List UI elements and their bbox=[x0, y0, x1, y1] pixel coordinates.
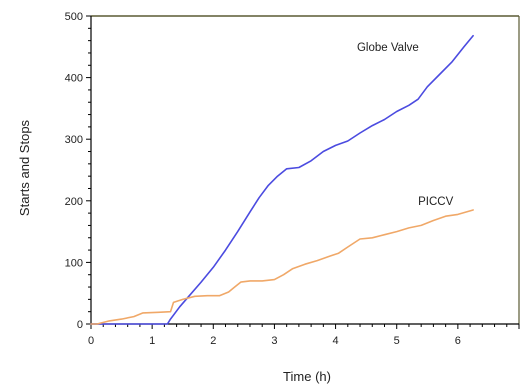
y-tick-label: 200 bbox=[65, 196, 83, 208]
y-tick-label: 100 bbox=[65, 257, 83, 269]
labels-layer: Globe Valve PICCV bbox=[357, 42, 454, 208]
x-tick-label: 5 bbox=[394, 335, 400, 347]
y-tick-label: 0 bbox=[77, 319, 83, 331]
y-tick-label: 300 bbox=[65, 134, 83, 146]
plot-area bbox=[91, 16, 519, 324]
series-label-globe-valve: Globe Valve bbox=[357, 42, 419, 54]
y-tick-label: 500 bbox=[65, 11, 83, 23]
y-tick-label: 400 bbox=[65, 73, 83, 85]
x-tick-label: 3 bbox=[271, 335, 277, 347]
series-line-piccv bbox=[90, 209, 474, 325]
series-label-piccv: PICCV bbox=[418, 196, 453, 208]
x-tick-label: 4 bbox=[333, 335, 339, 347]
x-axis-title: Time (h) bbox=[283, 369, 331, 384]
series-line-globe-valve bbox=[90, 34, 474, 325]
x-tick-label: 1 bbox=[149, 335, 155, 347]
y-axis-title: Starts and Stops bbox=[17, 119, 32, 216]
x-tick-label: 0 bbox=[88, 335, 94, 347]
series-layer bbox=[90, 34, 474, 325]
plot-background bbox=[91, 16, 519, 324]
x-tick-label: 6 bbox=[455, 335, 461, 347]
x-tick-label: 2 bbox=[210, 335, 216, 347]
